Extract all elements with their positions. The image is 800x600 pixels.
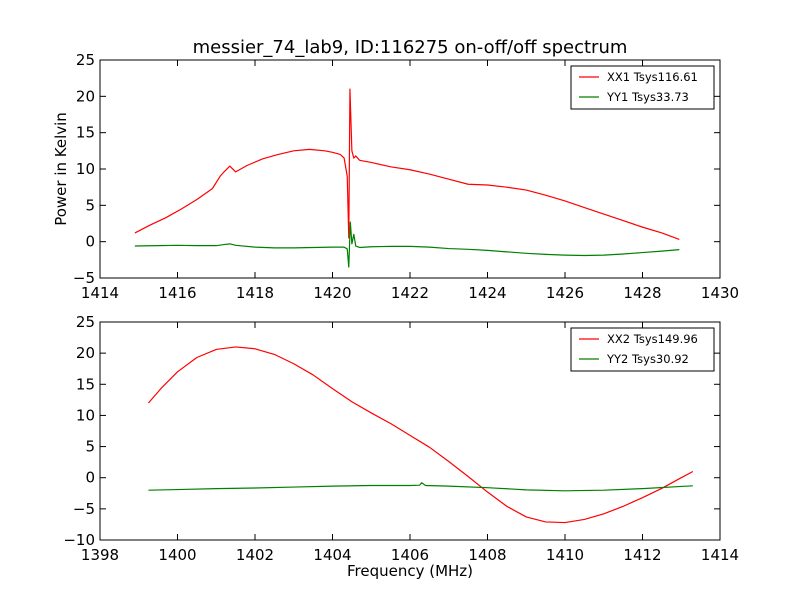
top-y-tick-label: 5 [85, 196, 95, 214]
bottom-series-line-1 [148, 482, 693, 492]
top-y-tick-label: 20 [76, 87, 95, 105]
bottom-y-tick-label: 25 [76, 313, 95, 331]
top-legend: XX1 Tsys116.61 YY1 Tsys33.73 [570, 65, 715, 110]
bottom-legend-box [570, 327, 715, 372]
bottom-x-tick-label: 1414 [701, 546, 739, 564]
bottom-legend-label-xx2: XX2 Tsys149.96 [607, 332, 698, 346]
top-y-tick-label: 15 [76, 124, 95, 142]
bottom-ticks: 1398 1400 1402 1404 1406 1408 1410 1412 1414 −10 −… [63, 313, 739, 564]
top-x-tick-label: 1420 [313, 284, 351, 302]
top-x-tick-label: 1430 [701, 284, 739, 302]
bottom-x-axis-label: Frequency (MHz) [347, 562, 473, 580]
bottom-y-tick-label: 15 [76, 375, 95, 393]
bottom-legend-label-yy2: YY2 Tsys30.92 [606, 352, 689, 366]
bottom-x-tick-label: 1412 [623, 546, 661, 564]
bottom-x-tick-label: 1406 [391, 546, 429, 564]
top-y-axis-label: Power in Kelvin [52, 112, 70, 226]
top-ticks: 1414 1416 1418 1420 1422 1424 1426 1428 1430 −5 0 5… [73, 51, 739, 302]
bottom-x-tick-label: 1408 [468, 546, 506, 564]
bottom-x-tick-label: 1410 [546, 546, 584, 564]
bottom-y-tick-label: 20 [76, 344, 95, 362]
top-x-tick-label: 1426 [546, 284, 584, 302]
bottom-legend: XX2 Tsys149.96 YY2 Tsys30.92 [570, 327, 715, 372]
bottom-series-line-0 [147, 346, 694, 524]
bottom-y-tick-label: 0 [85, 469, 95, 487]
top-series-line-1 [134, 221, 680, 268]
bottom-x-tick-label: 1400 [158, 546, 196, 564]
top-x-tick-label: 1416 [158, 284, 196, 302]
top-legend-label-xx1: XX1 Tsys116.61 [607, 70, 698, 84]
bottom-x-tick-label: 1398 [81, 546, 119, 564]
top-x-tick-label: 1414 [81, 284, 119, 302]
top-legend-box [570, 65, 715, 110]
top-plot-lines [134, 88, 680, 268]
top-x-tick-label: 1422 [391, 284, 429, 302]
bottom-x-tick-label: 1404 [313, 546, 351, 564]
bottom-y-tick-label: 5 [85, 438, 95, 456]
bottom-y-tick-label: −10 [63, 531, 95, 549]
top-legend-label-yy1: YY1 Tsys33.73 [606, 90, 689, 104]
top-x-tick-label: 1424 [468, 284, 506, 302]
top-chart-title: messier_74_lab9, ID:116275 on-off/off sp… [193, 37, 628, 58]
top-y-tick-label: 10 [76, 160, 95, 178]
bottom-panel: 1398 1400 1402 1404 1406 1408 1410 1412 1414 −10 −… [63, 313, 739, 580]
top-y-tick-label: −5 [73, 269, 95, 287]
top-panel: 1414 1416 1418 1420 1422 1424 1426 1428 1430 −5 0 5… [52, 37, 739, 302]
top-y-tick-label: 0 [85, 233, 95, 251]
bottom-y-tick-label: 10 [76, 406, 95, 424]
bottom-y-tick-label: −5 [73, 500, 95, 518]
top-y-tick-label: 25 [76, 51, 95, 69]
bottom-x-tick-label: 1402 [236, 546, 274, 564]
top-x-tick-label: 1418 [236, 284, 274, 302]
bottom-plot-lines [147, 346, 694, 524]
top-series-line-0 [134, 88, 680, 241]
top-x-tick-label: 1428 [623, 284, 661, 302]
